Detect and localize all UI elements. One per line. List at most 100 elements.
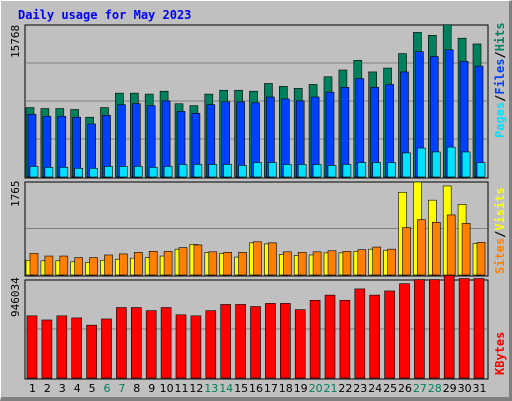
bar-kbytes [116, 307, 127, 379]
max-label-kbytes: 946034 [9, 277, 22, 317]
x-tick-label: 1 [29, 382, 36, 395]
x-tick-label: 24 [368, 382, 382, 395]
bar-kbytes [414, 279, 425, 379]
bar-kbytes [399, 283, 410, 379]
bar-sites [104, 254, 113, 276]
bar-kbytes [384, 290, 395, 379]
bar-pages [193, 164, 203, 178]
x-tick-label: 22 [338, 382, 352, 395]
bar-files [146, 105, 156, 178]
x-tick-label: 2 [44, 382, 51, 395]
bar-kbytes [175, 314, 187, 379]
bar-pages [148, 167, 158, 178]
chart-title: Daily usage for May 2023 [18, 8, 191, 22]
bar-sites [178, 247, 188, 276]
bar-files [340, 87, 350, 178]
x-tick-label: 4 [74, 382, 81, 395]
x-tick-label: 20 [309, 382, 323, 395]
bar-sites [327, 250, 337, 276]
bar-sites [282, 251, 292, 276]
bar-kbytes [190, 315, 202, 379]
bar-files [161, 100, 171, 178]
bar-pages [297, 164, 307, 178]
bar-pages [163, 166, 173, 178]
x-tick-label: 28 [428, 382, 442, 395]
bar-sites [357, 249, 367, 276]
bar-sites [417, 219, 426, 276]
x-tick-label: 18 [279, 382, 293, 395]
x-tick-label: 15 [234, 382, 248, 395]
max-label-hits: 15768 [9, 25, 22, 58]
bar-pages [223, 164, 232, 178]
bar-kbytes [443, 275, 455, 379]
bar-pages [44, 167, 54, 178]
legend-sites: Sites [493, 238, 507, 274]
bar-sites [89, 257, 98, 276]
bar-kbytes [131, 307, 142, 379]
bar-sites [208, 251, 218, 276]
bar-sites [268, 242, 277, 276]
x-tick-label: 31 [473, 382, 487, 395]
bar-kbytes [279, 303, 291, 379]
bar-sites [387, 248, 396, 276]
bar-sites [29, 253, 39, 276]
bar-kbytes [309, 300, 321, 379]
bar-kbytes [324, 294, 336, 379]
legend-pages-files-hits: Pages/Files/Hits [493, 22, 507, 138]
bar-sites [59, 255, 69, 276]
x-tick-label: 25 [383, 382, 397, 395]
legend-sep-3: / [493, 231, 507, 238]
bar-sites [402, 227, 411, 276]
x-tick-label: 5 [89, 382, 96, 395]
x-tick-label: 12 [189, 382, 203, 395]
x-tick-label: 11 [175, 382, 189, 395]
bar-pages [89, 168, 98, 178]
bar-sites [74, 257, 83, 276]
bar-kbytes [220, 304, 231, 379]
x-tick-label: 13 [204, 382, 218, 395]
bar-pages [446, 146, 456, 178]
bar-pages [282, 164, 292, 178]
bar-pages [29, 166, 39, 178]
bar-kbytes [101, 318, 112, 379]
visits-sites-bars [25, 181, 486, 276]
hits-files-pages-bars [25, 24, 486, 178]
bar-sites [297, 252, 307, 276]
bar-sites [431, 222, 441, 276]
bar-sites [163, 250, 173, 276]
bar-sites [134, 252, 143, 276]
bar-pages [357, 162, 367, 178]
bar-kbytes [71, 317, 82, 379]
x-tick-label: 27 [413, 382, 427, 395]
legend-sep-1: / [493, 95, 507, 102]
bar-sites [223, 252, 232, 276]
bar-sites [476, 242, 486, 276]
x-tick-label: 10 [160, 382, 174, 395]
bar-kbytes [56, 315, 68, 379]
bar-kbytes [41, 319, 53, 379]
bar-kbytes [26, 315, 38, 379]
bar-kbytes [250, 306, 261, 379]
bar-sites [253, 241, 262, 276]
bar-kbytes [145, 310, 157, 379]
bar-sites [119, 253, 128, 276]
bar-sites [193, 244, 203, 276]
bar-sites [372, 246, 382, 276]
x-tick-label: 3 [59, 382, 66, 395]
x-tick-label: 30 [458, 382, 472, 395]
x-tick-label: 26 [398, 382, 412, 395]
bar-kbytes [265, 303, 276, 379]
legend-sep-2: / [493, 51, 507, 58]
x-tick-label: 21 [324, 382, 338, 395]
bar-sites [312, 251, 322, 276]
bar-pages [208, 164, 218, 178]
legend-sites-visits: Sites/Visits [493, 187, 507, 274]
bar-pages [104, 166, 113, 178]
bar-files [474, 65, 484, 178]
bar-sites [342, 250, 352, 276]
bar-kbytes [339, 300, 351, 379]
x-tick-label: 29 [443, 382, 457, 395]
bar-kbytes [473, 278, 485, 379]
bar-kbytes [369, 294, 381, 379]
bar-pages [253, 162, 262, 178]
